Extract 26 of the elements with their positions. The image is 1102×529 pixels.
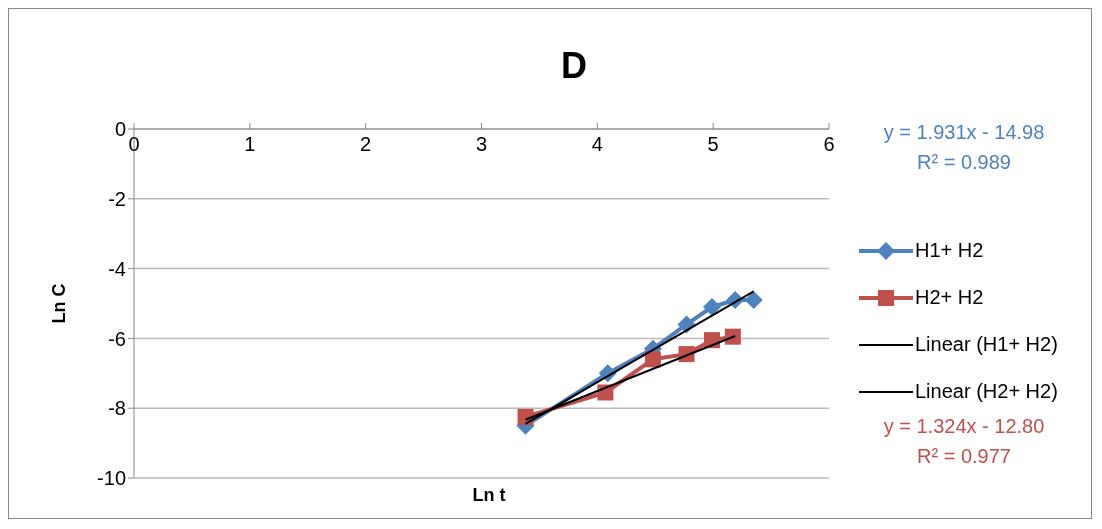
y-tick-label: -4 xyxy=(108,257,126,280)
y-tick-label: 0 xyxy=(114,118,126,141)
x-tick-label: 4 xyxy=(591,133,603,155)
x-tick-label: 3 xyxy=(475,133,488,155)
y-tick-label: -2 xyxy=(108,187,126,210)
point xyxy=(724,328,741,345)
point xyxy=(744,291,763,310)
legend-label: Linear (H2+ H2) xyxy=(915,380,1058,403)
x-tick-label: 6 xyxy=(823,133,835,155)
y-tick-label: -6 xyxy=(108,327,126,350)
point xyxy=(703,297,722,316)
y-tick-label: -10 xyxy=(97,467,126,490)
x-tick-label: 1 xyxy=(244,133,256,155)
x-tick-label: 5 xyxy=(707,133,719,155)
x-axis-title: Ln t xyxy=(471,485,507,506)
legend-label: H1+ H2 xyxy=(915,239,984,262)
x-tick-label: 2 xyxy=(360,133,372,155)
point xyxy=(644,351,661,368)
legend-label: H2+ H2 xyxy=(915,286,984,309)
text: y = 1.324x - 12.80 R² = 0.977 xyxy=(882,414,1046,469)
chart-title: D xyxy=(560,45,588,87)
text: y = 1.931x - 14.98 R² = 0.989 xyxy=(882,120,1046,175)
x-tick-label: 0 xyxy=(128,133,140,155)
y-tick-label: -8 xyxy=(108,397,126,420)
y-axis-title: Ln C xyxy=(49,283,70,324)
legend-label: Linear (H1+ H2) xyxy=(915,333,1058,356)
